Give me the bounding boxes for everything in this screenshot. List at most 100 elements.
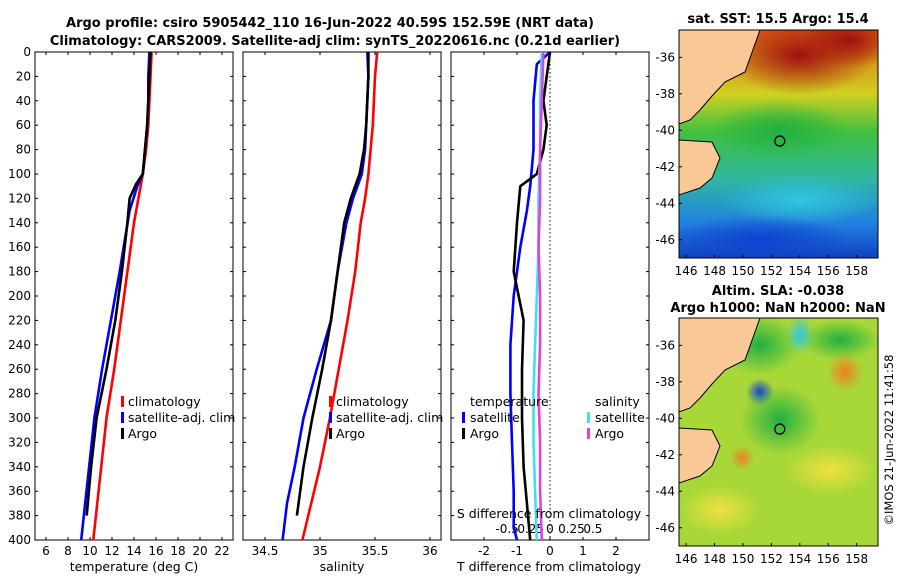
map-lat-tick-label: -38 bbox=[655, 375, 675, 389]
legend-swatch-argo bbox=[121, 428, 124, 439]
temperature-panel bbox=[34, 51, 234, 541]
t-difference-xlabel: T difference from climatology bbox=[456, 559, 642, 574]
legend-label-climatology: climatology bbox=[336, 394, 409, 409]
depth-tick-label: 300 bbox=[8, 411, 31, 425]
map-lon-tick-label: 154 bbox=[788, 264, 811, 278]
x-tick-label: 20 bbox=[192, 544, 207, 558]
temperature-legend: climatology satellite-adj. clim Argo bbox=[121, 394, 235, 441]
depth-tick-label: 220 bbox=[8, 313, 31, 327]
imos-timestamp: ©IMOS 21-Jun-2022 11:41:58 bbox=[882, 355, 896, 526]
figure-title-line1: Argo profile: csiro 5905442_110 16-Jun-2… bbox=[66, 16, 594, 31]
depth-tick-label: 120 bbox=[8, 191, 31, 205]
map-lat-tick-label: -46 bbox=[655, 233, 675, 247]
salinity-legend: climatology satellite-adj. clim Argo bbox=[329, 394, 443, 441]
x-tick-label: 0 bbox=[546, 544, 554, 558]
x-tick-label: 22 bbox=[214, 544, 229, 558]
argo-location-marker bbox=[774, 423, 786, 435]
x-tick-label: 18 bbox=[170, 544, 185, 558]
salinity-xlabel: salinity bbox=[320, 559, 365, 574]
depth-tick-label: 180 bbox=[8, 265, 31, 279]
map-lat-tick-label: -40 bbox=[655, 411, 675, 425]
tasmania bbox=[679, 427, 721, 484]
legend-swatch-s-satellite bbox=[587, 412, 590, 423]
sst-warm-core bbox=[800, 30, 878, 68]
sst-green-band bbox=[710, 100, 850, 160]
legend-label-s-argo: Argo bbox=[595, 426, 624, 441]
depth-tick-label: 240 bbox=[8, 338, 31, 352]
sst-map bbox=[679, 30, 878, 258]
figure-title-line2: Climatology: CARS2009. Satellite-adj cli… bbox=[50, 34, 620, 49]
legend-swatch-argo bbox=[329, 428, 332, 439]
x-tick-label: 35 bbox=[312, 544, 327, 558]
x-tick-label: 12 bbox=[104, 544, 119, 558]
depth-tick-label: 200 bbox=[8, 289, 31, 303]
map-lon-tick-label: 146 bbox=[675, 264, 698, 278]
legend-label-t-argo: Argo bbox=[470, 426, 499, 441]
map-lat-tick-label: -36 bbox=[655, 50, 675, 64]
x-tick-label: 35.5 bbox=[362, 544, 389, 558]
map-lon-tick-label: 152 bbox=[760, 552, 783, 566]
map-lat-tick-label: -46 bbox=[655, 521, 675, 535]
profile-line-argo bbox=[295, 52, 370, 516]
depth-tick-label: 20 bbox=[16, 69, 31, 83]
legend-label-climatology: climatology bbox=[128, 394, 201, 409]
profile-line-argo bbox=[85, 51, 152, 516]
profile-lines bbox=[79, 51, 552, 541]
sst-map-ticks: 146 148 150 152 154 156 158 -36 -38 -40 -42 -44 -46 bbox=[655, 50, 868, 278]
depth-tick-label: 260 bbox=[8, 362, 31, 376]
x-tick-label: 14 bbox=[126, 544, 141, 558]
x-tick-label: -1 bbox=[511, 544, 523, 558]
legend-label-argo: Argo bbox=[128, 426, 157, 441]
salinity-panel bbox=[242, 51, 442, 541]
map-lat-tick-label: -36 bbox=[655, 338, 675, 352]
x-tick-label: 8 bbox=[64, 544, 72, 558]
depth-tick-label: 140 bbox=[8, 216, 31, 230]
depth-tick-label: 380 bbox=[8, 509, 31, 523]
x-tick-label: 2 bbox=[612, 544, 620, 558]
map-lon-tick-label: 146 bbox=[675, 552, 698, 566]
sst-map-frame bbox=[678, 29, 879, 259]
map-lon-tick-label: 148 bbox=[703, 552, 726, 566]
map-lat-tick-label: -40 bbox=[655, 123, 675, 137]
legend-swatch-s-argo bbox=[587, 428, 590, 439]
map-lat-tick-label: -42 bbox=[655, 160, 675, 174]
difference-legend: temperature satellite Argo salinity sate… bbox=[462, 394, 645, 441]
legend-label-satellite: satellite-adj. clim bbox=[336, 410, 443, 425]
sla-low bbox=[786, 318, 814, 355]
profile-line-climatology bbox=[301, 51, 379, 541]
map-lon-tick-label: 158 bbox=[845, 552, 868, 566]
map-lon-tick-label: 156 bbox=[817, 552, 840, 566]
legend-swatch-climatology bbox=[121, 396, 124, 407]
map-lat-tick-label: -44 bbox=[655, 484, 675, 498]
legend-swatch-t-argo bbox=[462, 428, 465, 439]
depth-tick-label: 0 bbox=[23, 45, 31, 59]
sla-high bbox=[827, 352, 863, 392]
temperature-xlabel: temperature (deg C) bbox=[70, 559, 199, 574]
legend-title-salinity: salinity bbox=[595, 394, 640, 409]
x-tick-label: 16 bbox=[148, 544, 163, 558]
mainland-australia bbox=[679, 30, 761, 125]
depth-tick-label: 100 bbox=[8, 167, 31, 181]
mainland-australia bbox=[679, 318, 761, 413]
profile-line-t-satellite bbox=[509, 51, 551, 541]
sst-cold-band bbox=[679, 215, 850, 258]
sla-map-title-line1: Altim. SLA: -0.038 bbox=[712, 284, 844, 299]
depth-tick-label: 160 bbox=[8, 240, 31, 254]
map-lon-tick-label: 152 bbox=[760, 264, 783, 278]
sla-map-title-line2: Argo h1000: NaN h2000: NaN bbox=[670, 301, 885, 316]
map-lon-tick-label: 158 bbox=[845, 264, 868, 278]
x-tick-label: -2 bbox=[478, 544, 490, 558]
map-lon-tick-label: 150 bbox=[732, 552, 755, 566]
map-lon-tick-label: 150 bbox=[732, 264, 755, 278]
map-lat-tick-label: -42 bbox=[655, 448, 675, 462]
map-lon-tick-label: 156 bbox=[817, 264, 840, 278]
map-lat-tick-label: -44 bbox=[655, 196, 675, 210]
x-tick-label: 1 bbox=[579, 544, 587, 558]
sla-high bbox=[730, 446, 754, 470]
legend-label-s-satellite: satellite bbox=[595, 410, 645, 425]
legend-title-temperature: temperature bbox=[470, 394, 549, 409]
depth-tick-label: 40 bbox=[16, 94, 31, 108]
map-lat-tick-label: -38 bbox=[655, 87, 675, 101]
x-tick-label: 10 bbox=[82, 544, 97, 558]
x-tick-label: 36 bbox=[422, 544, 437, 558]
